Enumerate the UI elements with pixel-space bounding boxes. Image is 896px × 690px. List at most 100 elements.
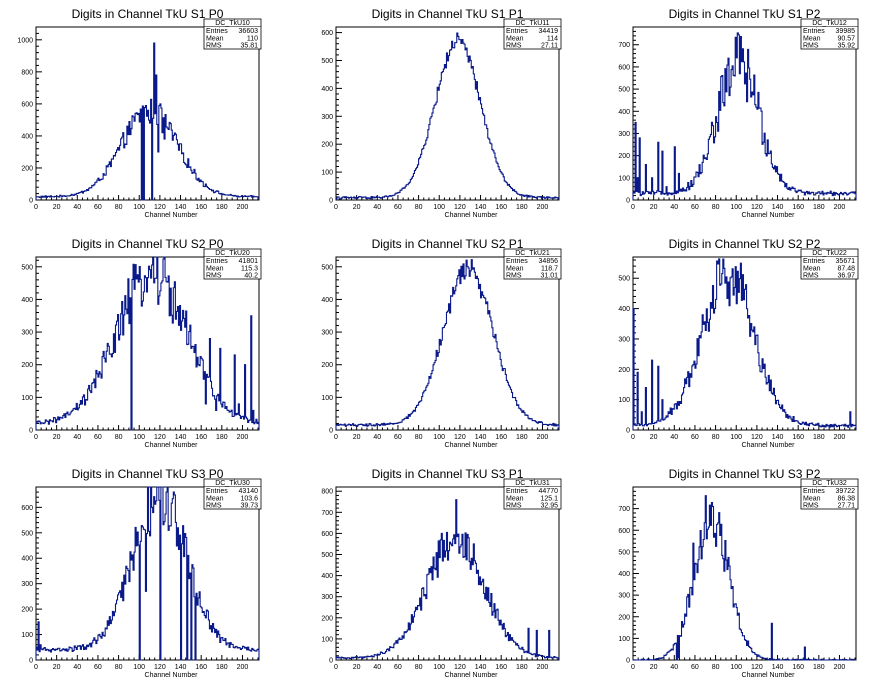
x-tick-label: 0 <box>334 664 338 671</box>
x-axis-label: Channel Number <box>742 212 796 219</box>
chart-title: Digits in Channel TkU S2 P0 <box>72 237 224 251</box>
histogram-panel: Digits in Channel TkU S2 P2 0 20 40 60 80 100 1… <box>618 237 859 449</box>
x-tick-label: 20 <box>53 204 61 211</box>
x-tick-label: 0 <box>34 434 38 441</box>
x-tick-label: 40 <box>73 434 81 441</box>
chart-title: Digits in Channel TkU S3 P0 <box>72 467 224 481</box>
x-tick-label: 140 <box>475 204 487 211</box>
x-tick-label: 100 <box>433 434 445 441</box>
stats-label-entries: Entries <box>803 28 825 35</box>
x-tick-label: 60 <box>94 434 102 441</box>
x-tick-label: 40 <box>373 204 381 211</box>
stats-value-mean: 110 <box>247 35 258 42</box>
x-tick-label: 120 <box>454 204 466 211</box>
x-tick-label: 200 <box>537 204 549 211</box>
x-tick-label: 60 <box>94 204 102 211</box>
y-tick-label: 0 <box>626 658 630 665</box>
x-tick-label: 180 <box>216 434 228 441</box>
y-tick-label: 200 <box>21 362 33 369</box>
y-tick-label: 500 <box>321 264 333 271</box>
stats-box-frame <box>800 478 859 510</box>
plot-frame <box>35 256 260 431</box>
stats-label-entries: Entries <box>803 488 825 495</box>
stats-label-entries: Entries <box>506 28 528 35</box>
x-tick-label: 60 <box>394 664 402 671</box>
histogram-series <box>35 42 260 201</box>
y-tick-label: 700 <box>618 42 630 49</box>
stats-name: DC_TkU30 <box>215 480 250 487</box>
chart-title: Digits in Channel TkU S3 P2 <box>669 467 821 481</box>
histogram-series <box>35 256 260 431</box>
x-tick-label: 200 <box>537 664 549 671</box>
y-tick-label: 0 <box>329 198 333 205</box>
stats-label-mean: Mean <box>506 265 524 272</box>
x-axis-label: Channel Number <box>145 672 199 679</box>
x-tick-label: 120 <box>454 434 466 441</box>
y-tick-label: 200 <box>21 165 33 172</box>
x-tick-label: 180 <box>216 204 228 211</box>
x-tick-label: 120 <box>751 434 763 441</box>
y-tick-label: 200 <box>21 607 33 614</box>
y-tick-label: 0 <box>29 428 33 435</box>
x-tick-label: 200 <box>834 434 846 441</box>
stats-value-rms: 35.92 <box>837 43 855 50</box>
x-tick-label: 80 <box>712 664 720 671</box>
x-tick-label: 180 <box>216 664 228 671</box>
x-axis-label: Channel Number <box>445 212 499 219</box>
y-tick-label: 200 <box>618 614 630 621</box>
x-tick-label: 0 <box>334 434 338 441</box>
histogram-series <box>335 32 560 200</box>
y-tick-label: 400 <box>321 297 333 304</box>
y-tick-label: 100 <box>21 395 33 402</box>
y-tick-label: 400 <box>321 86 333 93</box>
stats-value-mean: 103.6 <box>240 495 258 502</box>
stats-value-mean: 114 <box>547 35 558 42</box>
y-tick-label: 400 <box>21 133 33 140</box>
x-tick-label: 100 <box>433 204 445 211</box>
x-tick-label: 180 <box>813 664 825 671</box>
stats-box-frame <box>203 478 262 510</box>
stats-label-rms: RMS <box>206 503 222 510</box>
x-tick-label: 160 <box>495 664 507 671</box>
y-tick-label: 800 <box>21 69 33 76</box>
stats-box-frame <box>800 18 859 50</box>
stats-name: DC_TkU11 <box>515 20 549 27</box>
y-tick-label: 500 <box>618 87 630 94</box>
stats-value-rms: 35.81 <box>240 43 258 50</box>
stats-value-rms: 32.95 <box>540 503 558 510</box>
x-tick-label: 0 <box>631 434 635 441</box>
y-tick-label: 300 <box>21 581 33 588</box>
y-tick-label: 300 <box>618 593 630 600</box>
x-tick-label: 120 <box>751 664 763 671</box>
y-tick-label: 500 <box>321 58 333 65</box>
plot-frame <box>632 486 857 661</box>
stats-label-mean: Mean <box>506 35 524 42</box>
stats-name: DC_TkU32 <box>812 480 847 487</box>
x-tick-label: 40 <box>73 204 81 211</box>
x-tick-label: 100 <box>133 434 145 441</box>
x-axis-label: Channel Number <box>145 212 199 219</box>
x-tick-label: 140 <box>175 664 187 671</box>
x-tick-label: 40 <box>670 204 678 211</box>
stats-box-frame <box>203 18 262 50</box>
x-tick-label: 180 <box>516 204 528 211</box>
x-tick-label: 100 <box>730 664 742 671</box>
stats-label-rms: RMS <box>506 43 522 50</box>
stats-label-entries: Entries <box>506 488 528 495</box>
x-axis-label: Channel Number <box>742 442 796 449</box>
x-tick-label: 0 <box>631 204 635 211</box>
histogram-panel: Digits in Channel TkU S3 P1 0 20 40 60 80 100 1… <box>321 467 562 679</box>
x-tick-label: 20 <box>53 434 61 441</box>
y-tick-label: 400 <box>618 109 630 116</box>
stats-value-mean: 87.48 <box>837 265 855 272</box>
stats-box-frame <box>503 248 562 280</box>
x-tick-label: 180 <box>516 664 528 671</box>
y-tick-label: 100 <box>618 175 630 182</box>
x-tick-label: 40 <box>373 434 381 441</box>
stats-value-mean: 90.57 <box>837 35 855 42</box>
stats-value-rms: 27.71 <box>837 503 855 510</box>
